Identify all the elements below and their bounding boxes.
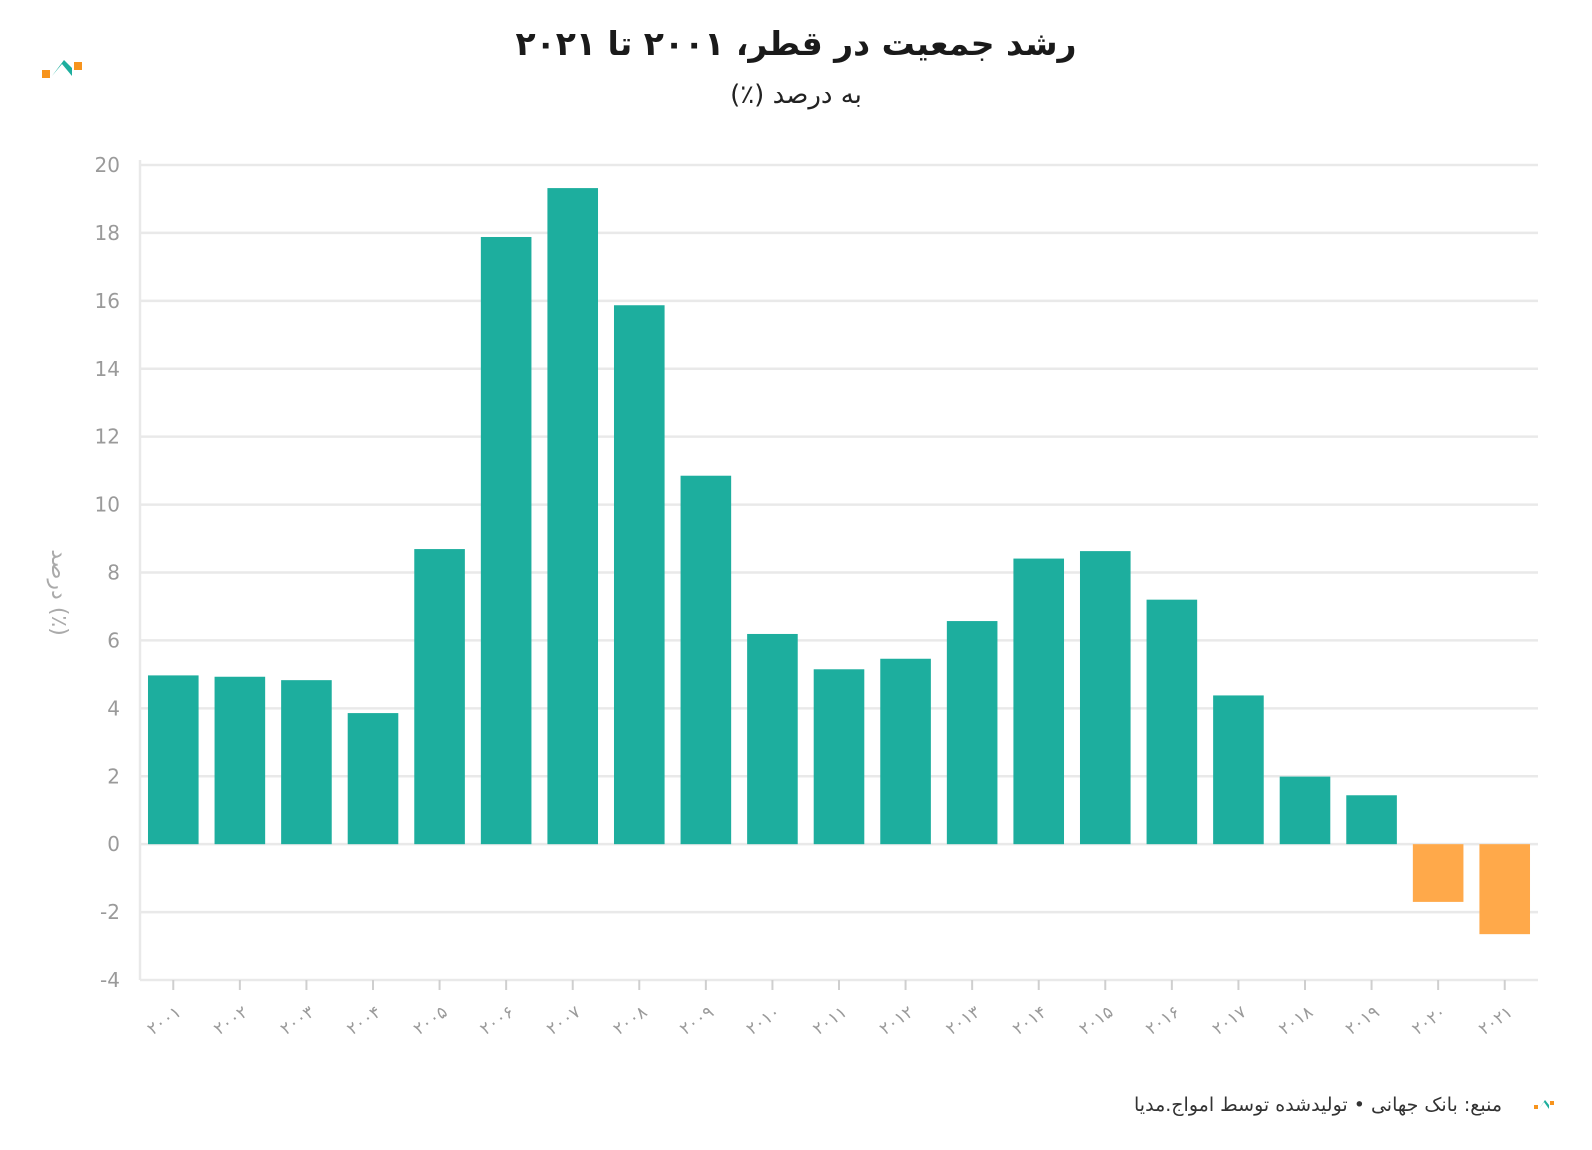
y-tick-label: 12 — [95, 425, 120, 449]
y-tick-label: 16 — [95, 289, 120, 313]
y-axis-title: درصد (٪) — [46, 549, 71, 636]
x-tick-label: ۲۰۱۵ — [1076, 1002, 1117, 1039]
bar — [747, 633, 798, 845]
bar — [1079, 551, 1131, 845]
amwaj-logo-icon — [42, 60, 82, 78]
logo-square-orange-2 — [74, 62, 82, 70]
x-tick-label: ۲۰۰۸ — [610, 1002, 651, 1039]
bar — [414, 549, 465, 845]
x-tick-label: ۲۰۲۱ — [1475, 1002, 1516, 1039]
bar — [147, 675, 199, 845]
x-tick-label: ۲۰۱۴ — [1009, 1002, 1050, 1039]
bar — [1213, 695, 1264, 845]
y-tick-label: 0 — [107, 832, 120, 856]
y-tick-label: 10 — [95, 493, 120, 517]
logo-square-orange — [42, 70, 50, 78]
x-tick-label: ۲۰۱۱ — [809, 1002, 850, 1039]
chart-title: رشد جمعیت در قطر، ۲۰۰۱ تا ۲۰۲۱ — [515, 24, 1077, 63]
source-footer: منبع: بانک جهانی • تولیدشده توسط امواج.م… — [1134, 1094, 1502, 1116]
logo-wave-teal — [52, 60, 72, 76]
x-tick-label: ۲۰۰۷ — [543, 1002, 584, 1039]
x-tick-label: ۲۰۰۵ — [410, 1002, 451, 1039]
bar — [880, 658, 931, 845]
bar — [1146, 599, 1198, 845]
x-tick-label: ۲۰۱۷ — [1209, 1002, 1250, 1039]
y-tick-label: 14 — [95, 357, 120, 381]
bar — [1013, 558, 1065, 845]
y-tick-label: -4 — [100, 968, 120, 992]
chart-subtitle: به درصد (٪) — [730, 80, 862, 110]
bar-chart: -4 -2 0 2 4 6 8 10 12 14 16 18 20 درصد (٪) ۲۰۰۱ ۲۰۰۲ ۲۰۰… — [46, 153, 1538, 1040]
bar — [1479, 844, 1531, 935]
x-tick-label: ۲۰۲۰ — [1409, 1002, 1450, 1039]
bar — [613, 305, 665, 845]
bar — [281, 680, 332, 845]
x-tick-label: ۲۰۱۲ — [876, 1002, 917, 1039]
y-tick-label: 18 — [95, 221, 120, 245]
bar — [347, 713, 399, 845]
x-tick-label: ۲۰۰۹ — [676, 1002, 717, 1039]
x-tick-label: ۲۰۱۳ — [943, 1002, 984, 1039]
bar — [680, 475, 732, 845]
y-tick-label: 20 — [95, 153, 120, 177]
x-tick-label: ۲۰۰۴ — [343, 1002, 384, 1039]
y-tick-label: -2 — [100, 900, 120, 924]
bar — [214, 676, 266, 845]
y-tick-label: 6 — [107, 628, 120, 652]
amwaj-small-logo-icon — [1534, 1100, 1554, 1109]
x-tick-label: ۲۰۰۳ — [277, 1002, 318, 1039]
bar — [946, 621, 998, 845]
x-tick-label: ۲۰۱۶ — [1142, 1002, 1183, 1039]
x-tick-label: ۲۰۰۱ — [144, 1002, 185, 1039]
y-tick-label: 2 — [107, 764, 120, 788]
bar — [813, 669, 865, 845]
y-tick-label: 4 — [107, 696, 120, 720]
y-tick-label: 8 — [107, 561, 120, 585]
bar — [1412, 844, 1464, 902]
x-tick-label: ۲۰۰۲ — [210, 1002, 251, 1039]
bar — [480, 236, 532, 845]
x-tick-label: ۲۰۱۸ — [1275, 1002, 1316, 1039]
bar — [1279, 776, 1331, 845]
bar — [547, 188, 599, 845]
x-tick-label: ۲۰۰۶ — [477, 1002, 518, 1039]
x-tick-label: ۲۰۱۹ — [1342, 1002, 1383, 1039]
x-tick-label: ۲۰۱۰ — [743, 1002, 784, 1039]
bar — [1346, 795, 1397, 845]
